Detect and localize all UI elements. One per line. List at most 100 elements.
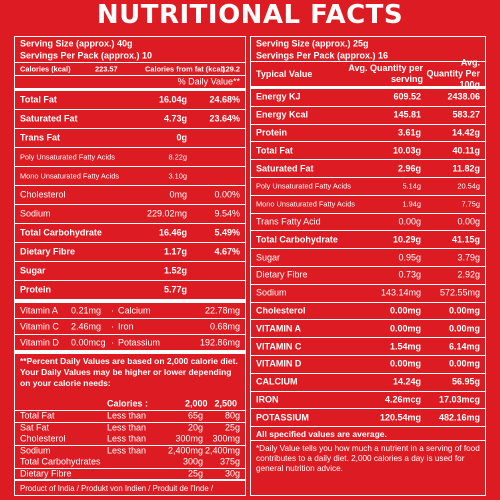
right-per-100g: 482.16mg	[438, 412, 480, 423]
calories-fat-value: 129.2	[221, 64, 241, 74]
calories-fat-label: Calories from fat (kcal)	[145, 64, 226, 74]
right-nutrient-name: Total Fat	[256, 145, 293, 156]
right-nutrient-name: Mono Unsaturated Fatty Acids	[256, 199, 356, 209]
nutrient-row: Total Fat 16.04g 24.68%	[15, 91, 245, 110]
nutrient-name: Protein	[20, 284, 52, 295]
divider	[15, 300, 245, 303]
right-nutrient-name: Sugar	[256, 252, 281, 263]
origin-text: Product of India / Produkt von Indien / …	[15, 480, 245, 495]
right-per-serving: 0.00mg	[389, 358, 421, 369]
nutrient-amount: 3.10g	[168, 171, 188, 181]
right-nutrient-name: VITAMIN C	[256, 341, 302, 352]
reference-2500: 300mg	[212, 433, 240, 444]
right-nutrient-name: Energy KJ	[256, 91, 301, 102]
right-per-serving: 4.26mcg	[384, 394, 421, 405]
right-nutrient-name: Trans Fatty Acid	[256, 216, 321, 227]
reference-row: Dietary Fibre 25g 30g	[15, 468, 245, 480]
nutrient-amount: 229.02mg	[146, 208, 187, 219]
nutrient-name: Poly Unsaturated Fatty Acids	[20, 152, 115, 162]
servings-per-pack: Servings Per Pack (approx.) 10	[15, 50, 245, 62]
right-nutrient-name: CALCIUM	[256, 376, 298, 387]
right-nutrient-row: Sugar 0.95g 3.79g	[251, 249, 485, 267]
right-servings-per-pack: Servings Per Pack (approx.) 16	[251, 50, 485, 62]
right-nutrient-row: Protein 3.61g 14.42g	[251, 125, 485, 143]
nutrient-amount: 1.17g	[163, 246, 187, 257]
vitamin-value: 0.00mcg	[71, 337, 106, 347]
typical-value-header: Typical Value	[256, 69, 313, 79]
right-per-100g: 6.14mg	[448, 341, 480, 352]
reference-2000: 65g	[187, 410, 203, 421]
reference-nutrient: Cholesterol	[20, 433, 66, 444]
nutrient-name: Total Carbohydrate	[20, 227, 102, 238]
right-nutrient-name: Total Carbohydrate	[256, 234, 338, 245]
right-nutrient-row: Energy Kcal 145.81 583.27	[251, 107, 485, 125]
right-per-100g: 41.15g	[451, 234, 480, 245]
nutrient-row: Total Carbohydrate 16.46g 5.49%	[15, 224, 245, 243]
calories-label: Calories (kcal)	[20, 64, 71, 74]
left-vitamin-list: Vitamin A 0.21mg · Calcium 22.78mg Vitamin C 2…	[15, 303, 245, 351]
right-per-serving: 2.96g	[397, 163, 421, 174]
reference-col-2500: 2,500	[214, 398, 237, 409]
right-per-serving: 1.54mg	[389, 341, 421, 352]
percent-daily-note: **Percent Daily Values are based on 2,00…	[20, 356, 238, 388]
nutrient-daily-value: 24.68%	[209, 94, 240, 105]
nutrient-daily-value: 5.49%	[214, 227, 240, 238]
right-per-100g: 583.27	[452, 109, 480, 120]
nutrient-amount: 4.73g	[163, 113, 187, 124]
nutrient-row: Poly Unsaturated Fatty Acids 8.22g	[15, 148, 245, 167]
nutrient-name: Sodium	[20, 208, 51, 219]
right-nutrient-name: IRON	[256, 394, 279, 405]
nutrient-amount: 5.77g	[163, 284, 187, 295]
daily-value-header-text: % Daily Value**	[177, 76, 240, 87]
reference-nutrient: Total Fat	[20, 410, 55, 421]
right-per-100g: 0.00g	[457, 216, 480, 227]
servings-per-pack-text: Servings Per Pack (approx.) 10	[20, 50, 153, 61]
right-nutrient-name: POTASSIUM	[256, 412, 309, 423]
right-nutrient-row: Sodium 143.14mg 572.55mg	[251, 285, 485, 303]
calories-row: Calories (kcal) 223.57 Calories from fat…	[15, 62, 245, 76]
right-per-100g: 7.75g	[461, 199, 481, 209]
nutrient-daily-value: 4.67%	[214, 246, 240, 257]
reference-nutrient: Sat Fat	[20, 422, 50, 433]
right-nutrient-name: VITAMIN A	[256, 323, 301, 334]
right-nutrient-row: Poly Unsaturated Fatty Acids 5.14g 20.54g	[251, 178, 485, 196]
right-per-100g: 56.95g	[451, 376, 480, 387]
nutrient-row: Sugar 1.52g	[15, 262, 245, 281]
vitamin-separator: ·	[111, 337, 114, 347]
right-per-100g: 40.11g	[452, 145, 480, 156]
nutrient-row: Trans Fat 0g	[15, 129, 245, 148]
right-per-serving: 120.54mg	[379, 412, 421, 423]
right-per-100g: 0.00mg	[448, 323, 480, 334]
right-nutrient-name: Energy Kcal	[256, 109, 309, 120]
mineral-name: Calcium	[118, 305, 151, 315]
nutrient-name: Trans Fat	[20, 132, 61, 143]
reference-row: Total Fat Less than 65g 80g	[15, 411, 245, 423]
reference-calories-label: Calories :	[107, 398, 149, 409]
mineral-value: 0.68mg	[209, 321, 240, 331]
reference-comparator: Less than	[107, 433, 147, 444]
right-nutrient-row: Energy KJ 609.52 2438.06	[251, 89, 485, 107]
left-nutrient-list: Total Fat 16.04g 24.68% Saturated Fat 4.73g 2…	[15, 91, 245, 300]
right-servings-per-pack-text: Servings Per Pack (approx.) 16	[256, 50, 389, 60]
right-per-serving: 143.14mg	[380, 287, 421, 298]
vitamin-name: Vitamin C	[20, 321, 59, 331]
mineral-name: Potassium	[118, 337, 161, 347]
per-serving-header: Avg. Quantity per serving	[348, 63, 423, 84]
right-serving-size: Serving Size (approx.) 25g	[251, 37, 485, 50]
nutrient-name: Saturated Fat	[20, 113, 78, 124]
average-note: All specified values are average.	[251, 427, 485, 442]
nutrient-name: Total Fat	[20, 94, 57, 105]
right-nutrient-row: IRON 4.26mcg 17.03mcg	[251, 392, 485, 410]
reference-2500: 30g	[224, 468, 240, 479]
right-column-header: Typical Value Avg. Quantity per serving …	[251, 58, 485, 90]
reference-2000: 300mg	[175, 433, 203, 444]
right-per-serving: 0.00g	[398, 216, 421, 227]
reference-rows: Total Fat Less than 65g 80g Sat Fat Less than…	[15, 411, 245, 480]
reference-2000: 300g	[182, 456, 203, 467]
mineral-value: 192.86mg	[199, 337, 240, 347]
reference-row: Sodium Less than 2,400mg 2,400mg	[15, 446, 245, 458]
right-per-serving: 5.14g	[402, 181, 422, 191]
vitamin-name: Vitamin D	[20, 337, 59, 347]
reference-2500: 2,400mg	[204, 445, 240, 456]
right-nutrient-list: Energy KJ 609.52 2438.06 Energy Kcal 145.81 5…	[251, 89, 485, 428]
